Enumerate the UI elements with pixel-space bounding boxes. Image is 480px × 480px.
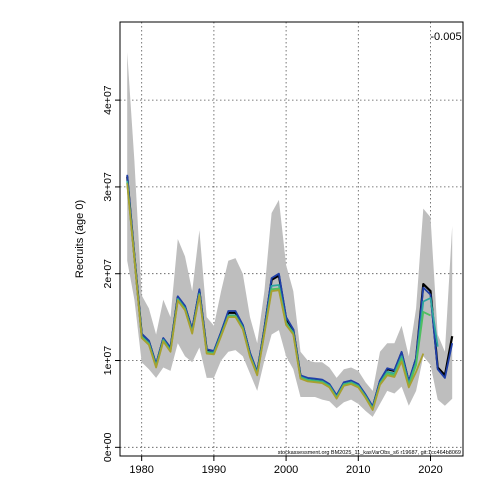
corner-annotation: -0.005 [430,31,461,43]
y-tick-label: 1e+07 [102,346,114,376]
y-tick-label: 4e+07 [102,85,114,115]
series-line-2 [126,174,454,408]
series-lines [126,174,454,411]
x-tick-label: 1990 [202,464,226,476]
x-tick-label: 2020 [418,464,442,476]
y-tick-label: 3e+07 [102,172,114,202]
plot-frame [119,21,464,457]
x-tick-label: 2010 [346,464,370,476]
y-axis-label: Recruits (age 0) [74,200,86,278]
footer-note: stockassessment.org BM2025_11_kasVarObs_… [278,450,461,456]
y-axis: 0e+00 1e+07 2e+07 3e+07 4e+07 [102,85,120,462]
x-tick-label: 1980 [129,464,153,476]
x-tick-label: 2000 [274,464,298,476]
x-axis: 1980 1990 2000 2010 2020 [129,456,443,476]
y-tick-label: 0e+00 [102,432,114,462]
confidence-band [127,52,453,417]
series-line-5 [126,183,425,411]
y-tick-label: 2e+07 [102,259,114,289]
